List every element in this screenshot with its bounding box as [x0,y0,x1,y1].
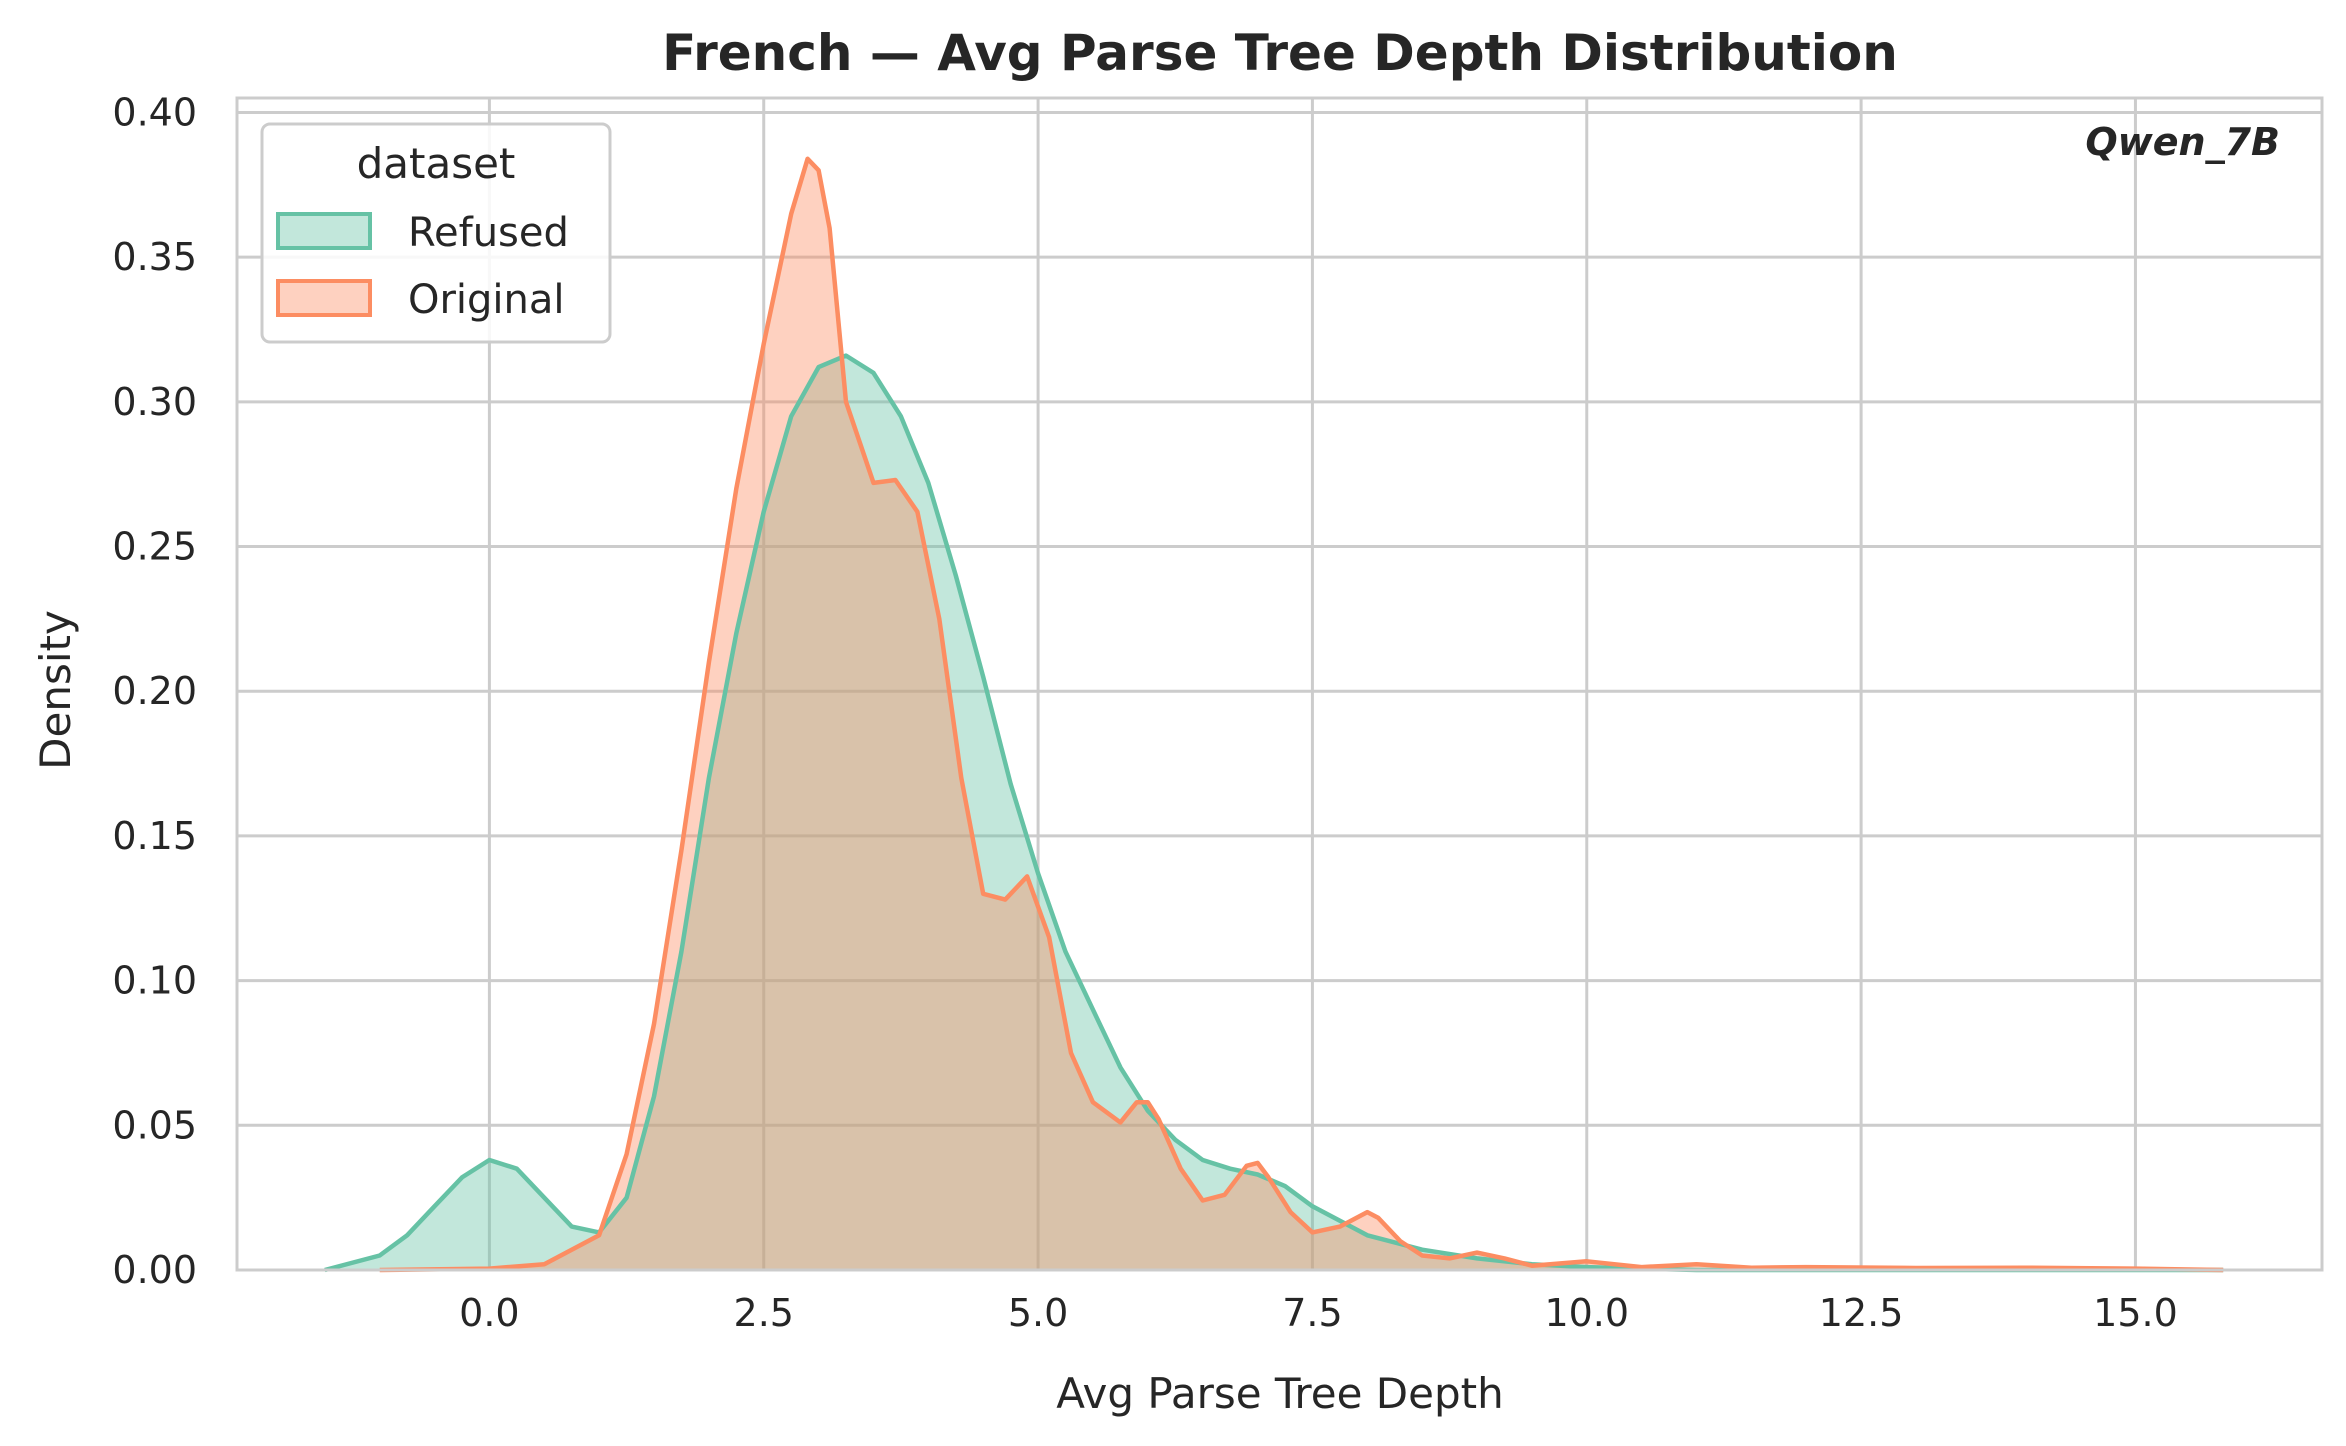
legend: dataset Refused Original [260,122,612,344]
y-tick-label: 0.05 [112,1103,197,1147]
chart-title: French — Avg Parse Tree Depth Distributi… [662,24,1898,82]
y-axis-label: Density [31,610,80,770]
x-axis-label: Avg Parse Tree Depth [1056,1369,1503,1418]
y-tick-labels: 0.00 0.05 0.10 0.15 0.20 0.25 0.30 0.35 0.40 [112,90,197,1292]
y-tick-label: 0.20 [112,669,197,713]
x-tick-label: 12.5 [1819,1291,1904,1335]
legend-title: dataset [357,139,516,188]
area-original [379,158,2224,1270]
y-tick-label: 0.25 [112,525,197,569]
y-tick-label: 0.00 [112,1248,197,1292]
x-tick-label: 7.5 [1282,1291,1342,1335]
model-annotation: Qwen_7B [2085,120,2280,164]
x-tick-label: 10.0 [1544,1291,1629,1335]
x-tick-label: 15.0 [2093,1291,2178,1335]
legend-label-refused: Refused [408,210,569,256]
plot-frame [235,96,2324,1272]
x-tick-label: 5.0 [1008,1291,1068,1335]
y-tick-label: 0.35 [112,235,197,279]
y-tick-label: 0.40 [112,90,197,134]
y-tick-label: 0.10 [112,959,197,1003]
series-layer [324,156,2224,1273]
legend-swatch-refused [276,212,372,250]
legend-swatch-original [276,279,372,317]
legend-frame [260,122,612,344]
legend-label-original: Original [408,277,565,323]
line-original [379,156,2224,1273]
x-tick-labels: 0.0 2.5 5.0 7.5 10.0 12.5 15.0 [459,1291,2178,1335]
x-tick-label: 2.5 [734,1291,794,1335]
x-tick-label: 0.0 [459,1291,519,1335]
y-tick-label: 0.15 [112,814,197,858]
area-refused [324,355,2224,1271]
y-tick-label: 0.30 [112,380,197,424]
